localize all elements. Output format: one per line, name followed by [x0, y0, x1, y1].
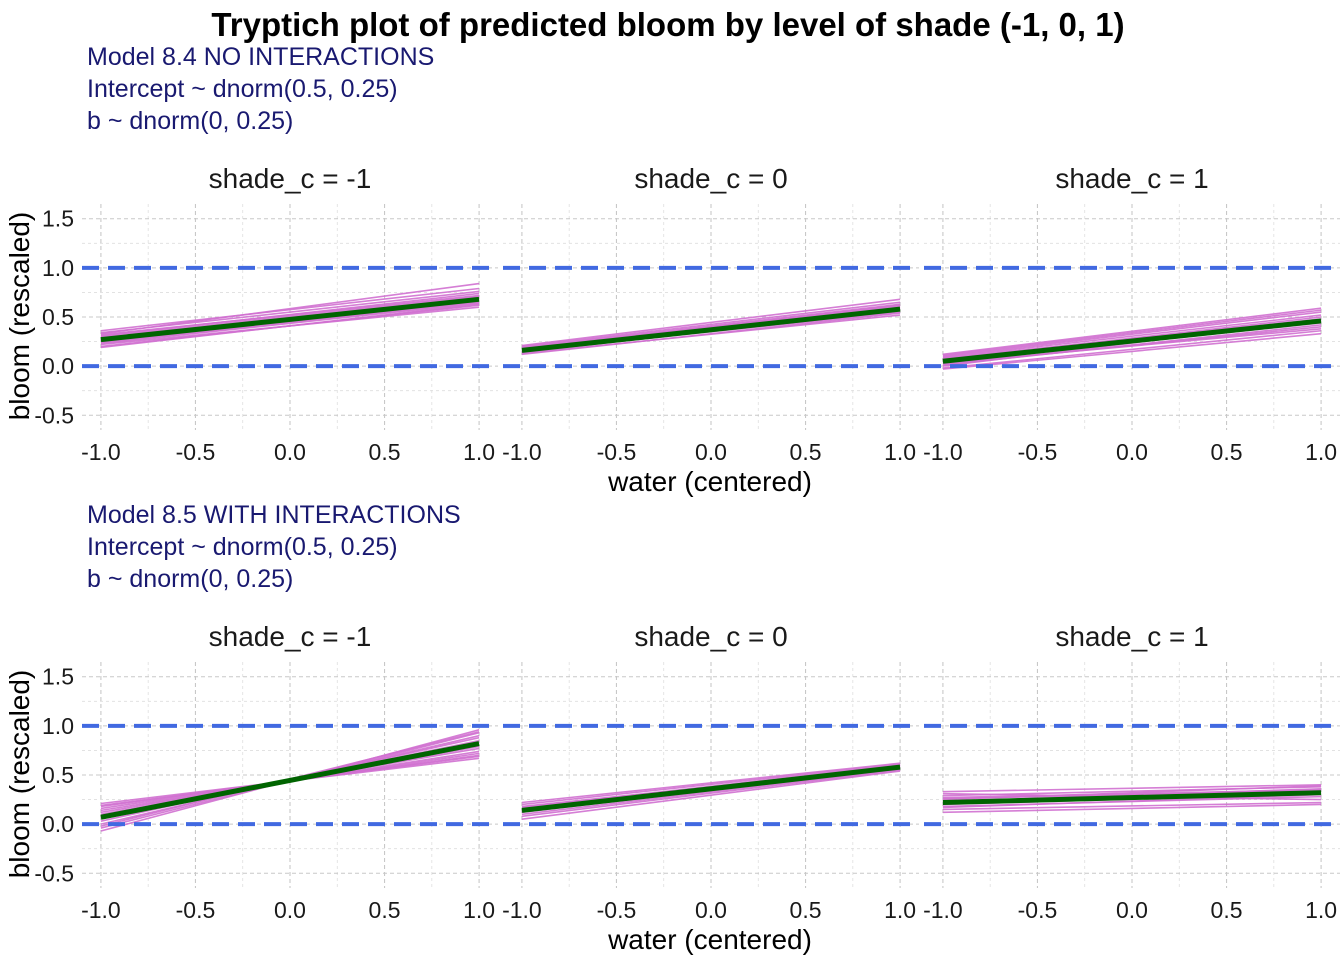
- x-tick-label: -1.0: [81, 897, 121, 923]
- posterior-draw-line: [942, 784, 1322, 793]
- model-8-5-y-tick-label: 1.0: [42, 713, 74, 739]
- posterior-draw-line: [521, 312, 901, 356]
- x-tick-label: 1.0: [884, 897, 916, 923]
- x-tick-label: 0.5: [1211, 439, 1243, 465]
- facet-strip-label: shade_c = 0: [634, 621, 787, 652]
- model-8-4-y-tick-label: 0.5: [42, 304, 74, 330]
- model-8-5-panel-shade-0: shade_c = 0 -1.0 -0.5 0.0 0.5 1.0: [502, 621, 919, 923]
- model-8-5-subtitle-line-1: Model 8.5 WITH INTERACTIONS: [87, 501, 461, 529]
- posterior-draw-line: [521, 762, 901, 804]
- model-8-4-y-tick-label: 0.0: [42, 353, 74, 379]
- posterior-draw-line: [100, 287, 480, 332]
- posterior-draw-line: [942, 332, 1322, 370]
- posterior-draw-line: [942, 329, 1322, 369]
- model-8-4-y-tick-label: 1.0: [42, 255, 74, 281]
- model-8-5-y-tick-label: 0.0: [42, 811, 74, 837]
- posterior-draw-line: [942, 327, 1322, 364]
- x-tick-label: -1.0: [502, 897, 542, 923]
- model-8-4-facet-row: -0.5 0.0 0.5 1.0 1.5 shade_c = -1 -1.0 -0.5 0.0 0…: [34, 163, 1340, 465]
- facet-strip-label: shade_c = 1: [1055, 621, 1208, 652]
- posterior-draw-line: [942, 309, 1322, 357]
- mean-prediction-line: [521, 764, 901, 813]
- model-8-5-panel-shade-1: shade_c = 1 -1.0 -0.5 0.0 0.5 1.0: [923, 621, 1340, 923]
- model-8-5-x-axis-label: water (centered): [607, 924, 812, 955]
- posterior-draw-line: [942, 803, 1322, 814]
- model-8-5-subtitle-line-2: Intercept ~ dnorm(0.5, 0.25): [87, 533, 398, 561]
- x-tick-label: -0.5: [1018, 439, 1058, 465]
- mean-prediction-line: [942, 790, 1322, 806]
- x-tick-label: -0.5: [597, 897, 637, 923]
- facet-strip-label: shade_c = 1: [1055, 163, 1208, 194]
- mean-prediction-line: [942, 318, 1322, 364]
- model-8-4-subtitle-line-2: Intercept ~ dnorm(0.5, 0.25): [87, 75, 398, 103]
- x-tick-label: 1.0: [1305, 897, 1337, 923]
- facet-strip-label: shade_c = -1: [209, 163, 372, 194]
- posterior-draw-line: [942, 314, 1322, 359]
- x-tick-label: -0.5: [176, 897, 216, 923]
- x-tick-label: 0.5: [369, 439, 401, 465]
- figure-title: Tryptich plot of predicted bloom by leve…: [211, 6, 1124, 43]
- posterior-draw-line: [942, 311, 1322, 358]
- posterior-draw-line: [942, 801, 1322, 811]
- posterior-draw-line: [942, 307, 1322, 356]
- x-tick-label: 0.5: [790, 897, 822, 923]
- model-8-5-y-tick-label: 1.5: [42, 664, 74, 690]
- x-tick-label: 0.0: [695, 439, 727, 465]
- x-tick-label: -0.5: [597, 439, 637, 465]
- posterior-draw-line: [521, 301, 901, 348]
- x-tick-label: 1.0: [463, 897, 495, 923]
- x-tick-label: 0.0: [695, 897, 727, 923]
- posterior-draw-line: [521, 763, 901, 806]
- x-tick-label: 0.5: [369, 897, 401, 923]
- model-8-5-panel-shade-minus-1: shade_c = -1 -1.0 -0.5 0.0 0.5 1.0: [81, 621, 498, 923]
- posterior-draw-line: [100, 295, 480, 338]
- model-8-4-subtitle-line-3: b ~ dnorm(0, 0.25): [87, 107, 293, 135]
- model-8-5-y-tick-label: 0.5: [42, 762, 74, 788]
- posterior-draw-line: [100, 290, 480, 334]
- mean-prediction-line: [100, 296, 480, 343]
- x-tick-label: 0.0: [1116, 439, 1148, 465]
- facet-strip-label: shade_c = -1: [209, 621, 372, 652]
- x-tick-label: -1.0: [81, 439, 121, 465]
- model-8-5-facet-row: -0.5 0.0 0.5 1.0 1.5 shade_c = -1 -1.0 -0.5 0.0 0…: [34, 621, 1340, 923]
- posterior-draw-line: [100, 302, 480, 345]
- model-8-4-y-axis-label: bloom (rescaled): [4, 212, 35, 421]
- posterior-draw-line: [521, 770, 901, 821]
- x-tick-label: 1.0: [463, 439, 495, 465]
- model-8-5-y-axis-label: bloom (rescaled): [4, 670, 35, 879]
- x-tick-label: -1.0: [923, 897, 963, 923]
- model-8-5-y-tick-label: -0.5: [34, 860, 74, 886]
- posterior-draw-line: [100, 301, 480, 344]
- model-8-4-y-tick-label: -0.5: [34, 402, 74, 428]
- model-8-5-subtitle-line-3: b ~ dnorm(0, 0.25): [87, 565, 293, 593]
- model-8-4-y-tick-label: 1.5: [42, 206, 74, 232]
- x-tick-label: -1.0: [923, 439, 963, 465]
- model-8-4-panel-shade-1: shade_c = 1 -1.0 -0.5 0.0 0.5 1.0: [923, 163, 1340, 465]
- posterior-draw-line: [521, 298, 901, 347]
- posterior-draw-line: [521, 303, 901, 349]
- x-tick-label: 1.0: [884, 439, 916, 465]
- posterior-draw-line: [942, 788, 1322, 799]
- x-tick-label: 0.0: [274, 897, 306, 923]
- x-tick-label: 0.0: [1116, 897, 1148, 923]
- model-8-4-x-axis-label: water (centered): [607, 466, 812, 497]
- x-tick-label: 0.5: [790, 439, 822, 465]
- x-tick-label: 0.5: [1211, 897, 1243, 923]
- facet-strip-label: shade_c = 0: [634, 163, 787, 194]
- x-tick-label: 0.0: [274, 439, 306, 465]
- model-8-4-panel-shade-0: shade_c = 0 -1.0 -0.5 0.0 0.5 1.0: [502, 163, 919, 465]
- posterior-draw-line: [100, 294, 480, 336]
- model-8-4-subtitle-line-1: Model 8.4 NO INTERACTIONS: [87, 43, 434, 71]
- posterior-draw-line: [521, 769, 901, 818]
- x-tick-label: -0.5: [1018, 897, 1058, 923]
- posterior-draw-line: [942, 785, 1322, 801]
- posterior-draw-line: [100, 303, 480, 349]
- x-tick-label: -1.0: [502, 439, 542, 465]
- model-8-4-panel-shade-minus-1: shade_c = -1 -1.0 -0.5 0.0 0.5 1.0: [81, 163, 498, 465]
- mean-prediction-line: [521, 306, 901, 353]
- x-tick-label: 1.0: [1305, 439, 1337, 465]
- mean-prediction-line: [100, 741, 480, 820]
- x-tick-label: -0.5: [176, 439, 216, 465]
